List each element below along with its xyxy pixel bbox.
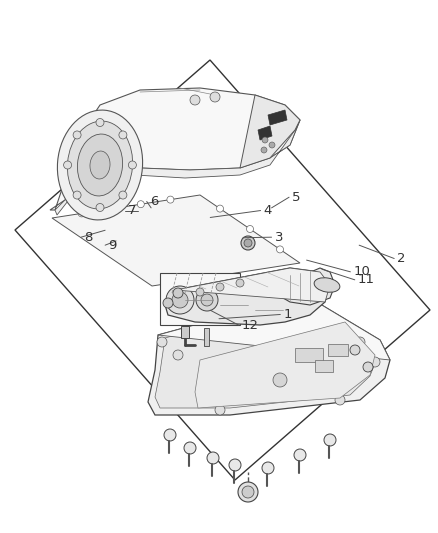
Bar xyxy=(160,273,240,325)
Ellipse shape xyxy=(67,121,133,209)
Text: 11: 11 xyxy=(358,273,375,286)
Polygon shape xyxy=(258,126,272,140)
Circle shape xyxy=(355,337,365,347)
Circle shape xyxy=(137,201,144,208)
Circle shape xyxy=(190,95,200,105)
Circle shape xyxy=(64,161,71,169)
Circle shape xyxy=(173,288,183,298)
Circle shape xyxy=(276,246,283,253)
Text: 2: 2 xyxy=(397,252,406,265)
Circle shape xyxy=(216,283,224,291)
Polygon shape xyxy=(55,120,300,215)
Bar xyxy=(328,344,348,356)
Circle shape xyxy=(229,459,241,471)
Text: 10: 10 xyxy=(353,265,370,278)
Polygon shape xyxy=(52,195,300,286)
Polygon shape xyxy=(148,295,390,415)
Polygon shape xyxy=(175,268,330,302)
Circle shape xyxy=(96,204,104,212)
Circle shape xyxy=(166,286,194,314)
Ellipse shape xyxy=(78,134,123,196)
Circle shape xyxy=(96,118,104,126)
Circle shape xyxy=(163,298,173,308)
Circle shape xyxy=(262,137,268,143)
Bar xyxy=(204,328,209,346)
Circle shape xyxy=(73,191,81,199)
Circle shape xyxy=(201,294,213,306)
Circle shape xyxy=(244,239,252,247)
Circle shape xyxy=(370,357,380,367)
Circle shape xyxy=(236,279,244,287)
Circle shape xyxy=(247,225,254,232)
Circle shape xyxy=(164,429,176,441)
Circle shape xyxy=(324,434,336,446)
Circle shape xyxy=(261,147,267,153)
Ellipse shape xyxy=(314,278,340,292)
Text: 12: 12 xyxy=(242,319,259,332)
Circle shape xyxy=(363,362,373,372)
Circle shape xyxy=(128,161,136,169)
Text: 3: 3 xyxy=(275,231,283,244)
Circle shape xyxy=(210,92,220,102)
Circle shape xyxy=(108,205,115,212)
Circle shape xyxy=(184,442,196,454)
Circle shape xyxy=(73,131,81,139)
Text: 1: 1 xyxy=(283,308,292,321)
Circle shape xyxy=(268,368,292,392)
Circle shape xyxy=(78,210,85,217)
Circle shape xyxy=(207,452,219,464)
Polygon shape xyxy=(240,95,300,168)
Circle shape xyxy=(196,288,204,296)
Circle shape xyxy=(262,462,274,474)
Polygon shape xyxy=(278,268,335,305)
Circle shape xyxy=(215,405,225,415)
Polygon shape xyxy=(195,322,375,408)
Polygon shape xyxy=(268,110,287,125)
Polygon shape xyxy=(15,60,430,480)
Circle shape xyxy=(157,337,167,347)
Polygon shape xyxy=(165,268,330,325)
Circle shape xyxy=(294,449,306,461)
Circle shape xyxy=(273,373,287,387)
Ellipse shape xyxy=(90,151,110,179)
Circle shape xyxy=(167,196,174,203)
Text: 6: 6 xyxy=(150,195,158,208)
Circle shape xyxy=(242,486,254,498)
Circle shape xyxy=(172,292,188,308)
Text: 7: 7 xyxy=(128,204,136,217)
Circle shape xyxy=(335,395,345,405)
Text: 9: 9 xyxy=(108,239,117,252)
Circle shape xyxy=(119,131,127,139)
Circle shape xyxy=(196,289,218,311)
Polygon shape xyxy=(155,300,375,408)
Circle shape xyxy=(238,482,258,502)
Bar xyxy=(181,326,189,338)
Circle shape xyxy=(350,345,360,355)
Bar xyxy=(315,360,333,372)
Circle shape xyxy=(119,191,127,199)
Polygon shape xyxy=(50,88,300,210)
Text: 5: 5 xyxy=(292,191,300,204)
Circle shape xyxy=(173,350,183,360)
Bar xyxy=(295,348,323,362)
Circle shape xyxy=(216,205,223,212)
Text: 4: 4 xyxy=(264,204,272,217)
Polygon shape xyxy=(158,295,390,360)
Ellipse shape xyxy=(57,110,143,220)
Circle shape xyxy=(241,236,255,250)
Circle shape xyxy=(269,142,275,148)
Text: 8: 8 xyxy=(84,231,92,244)
